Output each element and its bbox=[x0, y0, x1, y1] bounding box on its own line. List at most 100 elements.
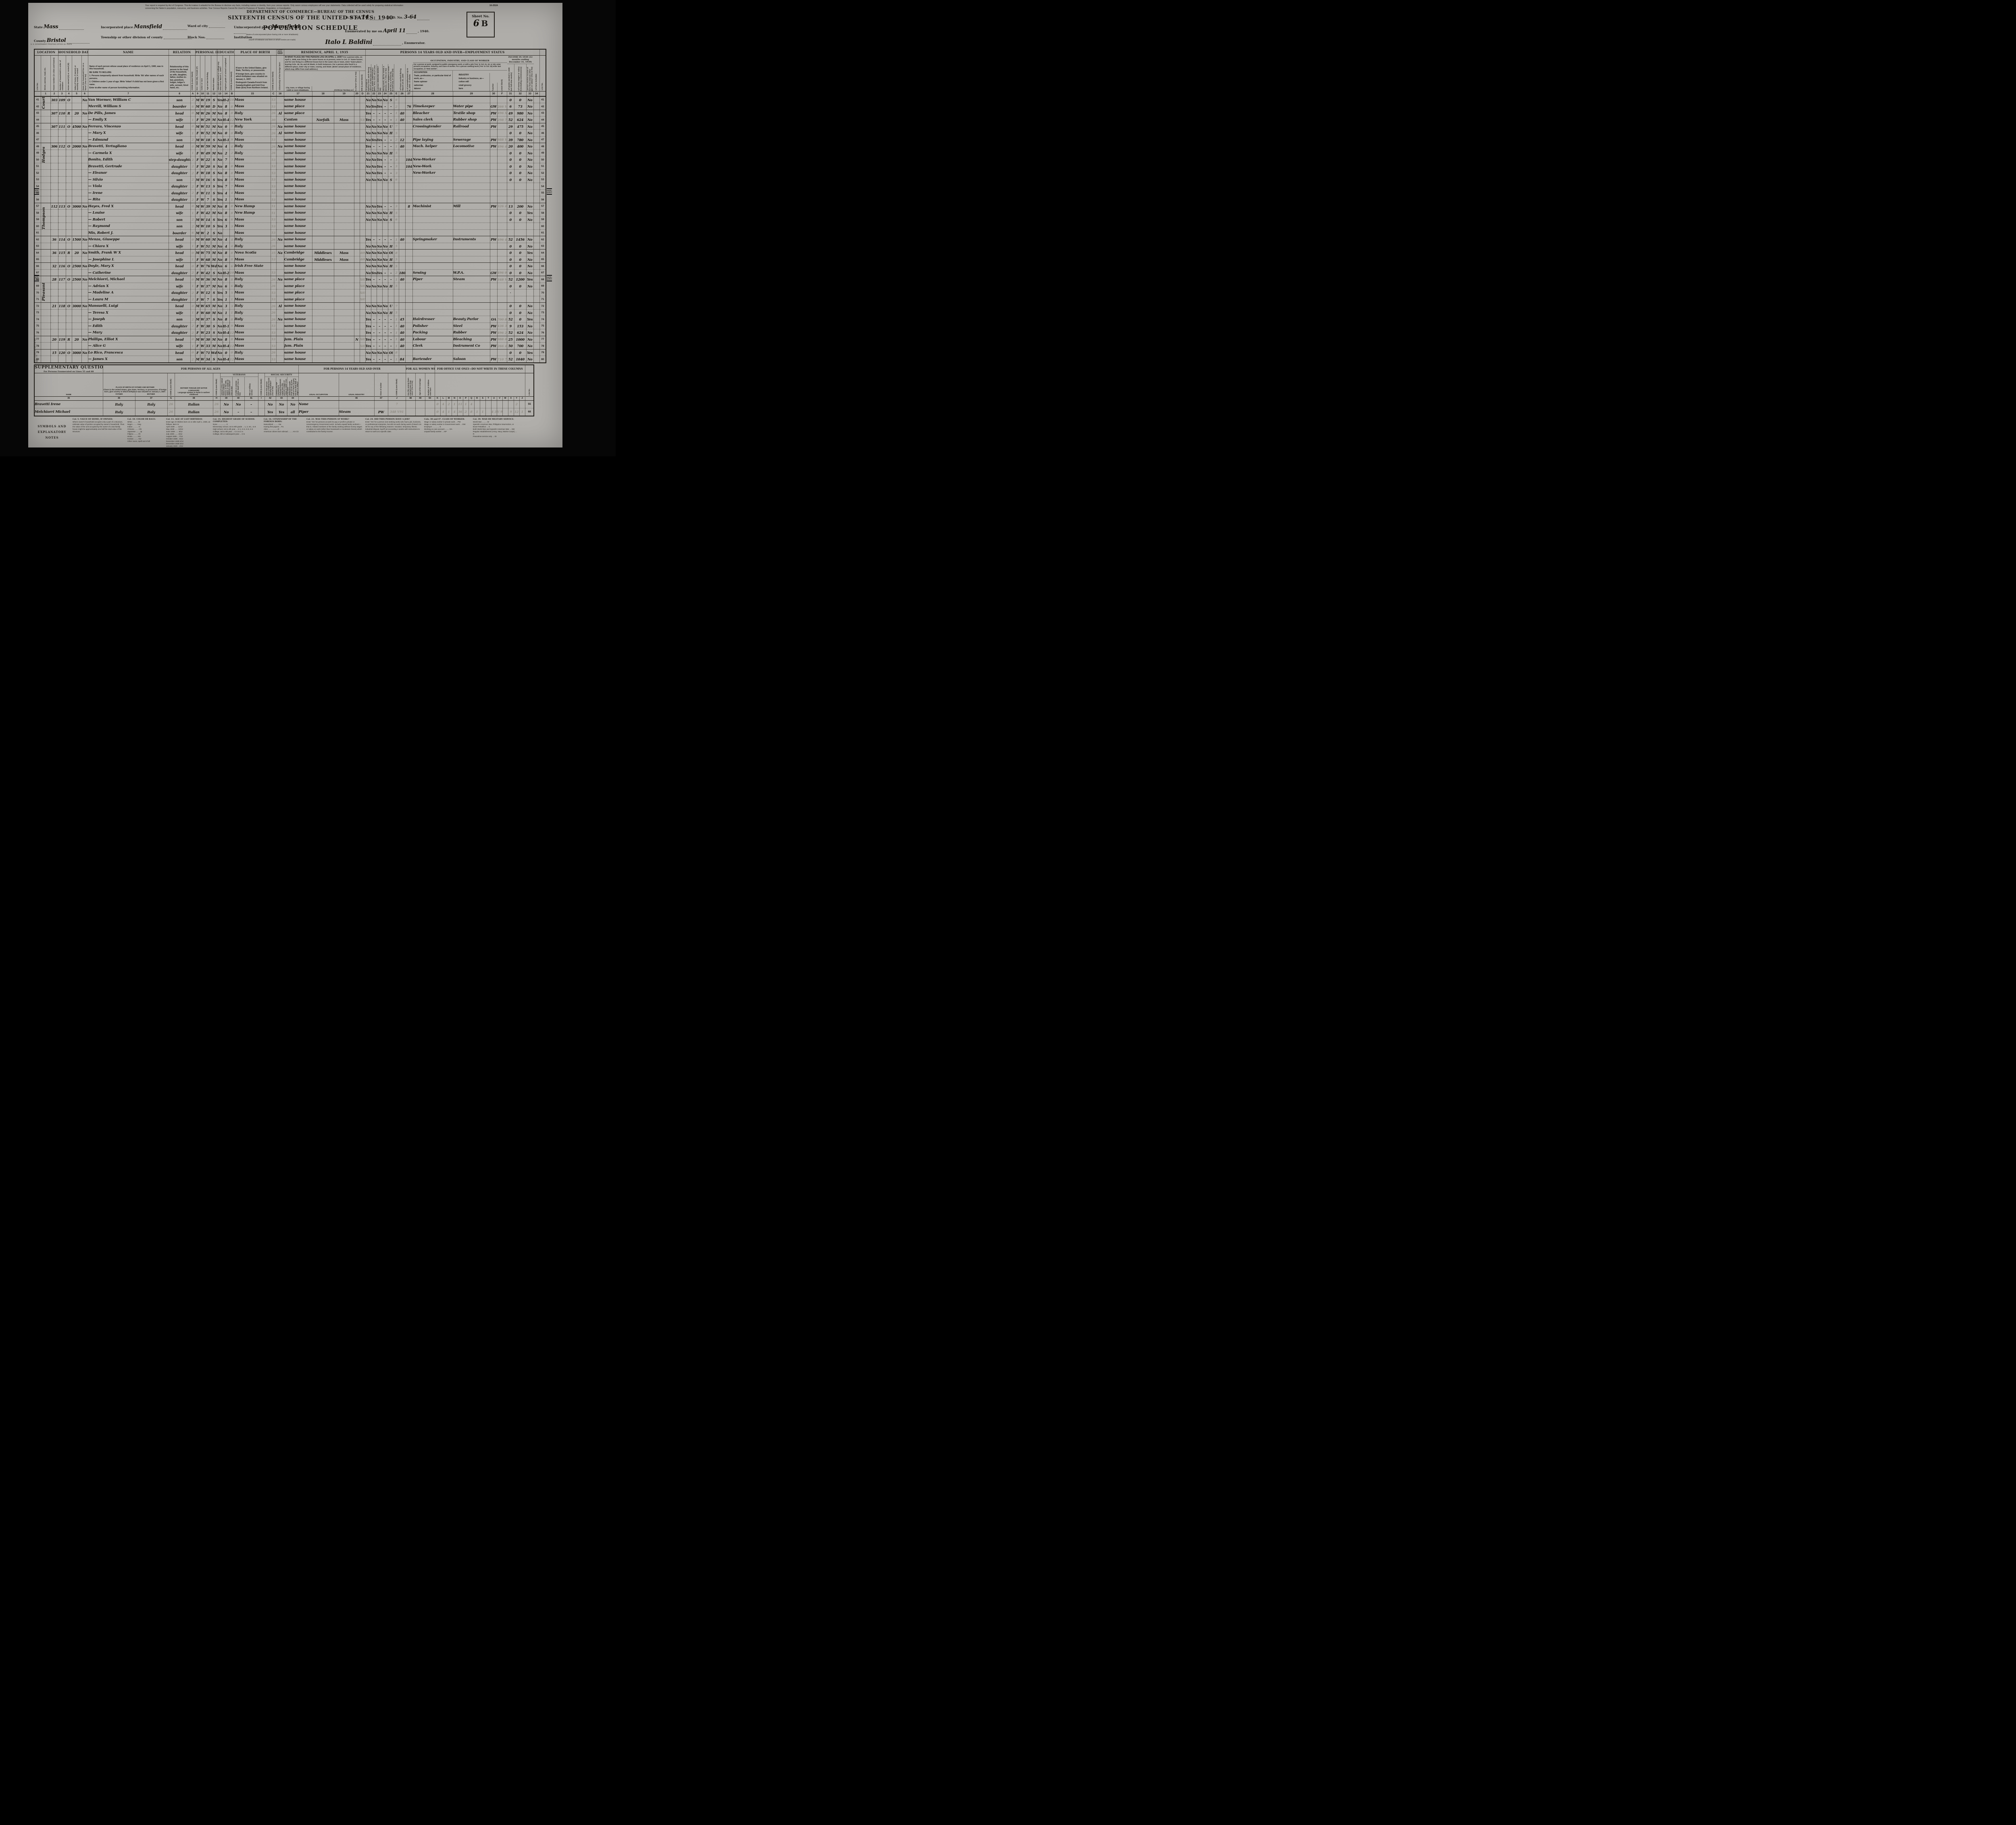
county-field: County Bristol bbox=[34, 37, 90, 44]
cell bbox=[276, 196, 284, 203]
cell bbox=[405, 150, 413, 157]
cell bbox=[312, 262, 334, 270]
cell: 59 bbox=[539, 216, 546, 223]
cell: Yes bbox=[217, 296, 223, 303]
cell: 14 bbox=[205, 216, 211, 223]
cell: 66 bbox=[539, 262, 546, 270]
cell: son bbox=[168, 356, 191, 363]
cell: – bbox=[382, 236, 388, 243]
cell bbox=[490, 189, 498, 197]
cell bbox=[497, 349, 507, 356]
column-group: RELATION bbox=[169, 49, 196, 56]
cell: 1 bbox=[394, 356, 399, 363]
cell bbox=[533, 156, 540, 163]
cell: daughter bbox=[168, 296, 191, 303]
cell: 36 bbox=[457, 408, 463, 416]
cell: 1 bbox=[394, 116, 399, 123]
cell: No bbox=[217, 342, 223, 350]
cell: No bbox=[382, 349, 388, 356]
cell: 2 bbox=[190, 356, 196, 363]
supplement-group bbox=[525, 364, 534, 373]
cell: 1 bbox=[229, 309, 235, 316]
cell: — Edmund bbox=[87, 136, 169, 144]
column-number: 3 bbox=[58, 91, 66, 97]
cell: 8 bbox=[223, 163, 230, 170]
person-row-line-52: 52— Eleanor daughter 2 F W 18 S No 8 8 Mass 53 same … bbox=[34, 169, 546, 177]
person-row-line-47: 47— Edmund son 2 M W 18 S No H-1 9 Mass 53 same hous… bbox=[34, 136, 546, 144]
column-label-house: House number (in cities and towns) bbox=[50, 55, 58, 92]
cell: No bbox=[81, 262, 88, 270]
cell: 6 bbox=[223, 262, 230, 270]
cell: 5 bbox=[229, 289, 235, 296]
cell bbox=[312, 336, 334, 343]
cell: Yes bbox=[217, 196, 223, 203]
cell: No bbox=[382, 129, 388, 137]
cell: W bbox=[200, 249, 205, 256]
cell: 76 bbox=[34, 329, 41, 336]
cell: same house bbox=[283, 163, 312, 170]
supplement-column-number: V bbox=[497, 396, 503, 401]
cell: Mass bbox=[234, 323, 271, 330]
column-number: 13 bbox=[217, 91, 223, 97]
cell: Cambridge bbox=[283, 256, 312, 263]
cell bbox=[50, 316, 58, 323]
cell bbox=[312, 189, 334, 197]
cell: Bartender bbox=[412, 356, 453, 363]
cell: No bbox=[217, 256, 223, 263]
cell: 266 421 bbox=[497, 342, 507, 350]
cell bbox=[50, 116, 58, 123]
column-label-tenure: Home owned (O) or rented (R) bbox=[66, 55, 72, 92]
cell: No bbox=[382, 283, 388, 290]
cell: 3 bbox=[394, 156, 399, 163]
cell: No bbox=[217, 156, 223, 163]
cell bbox=[50, 216, 58, 223]
cell: PW bbox=[490, 356, 498, 363]
cell bbox=[360, 136, 366, 144]
cell bbox=[72, 296, 82, 303]
cell bbox=[66, 176, 72, 183]
cell: – bbox=[388, 203, 394, 210]
cell bbox=[399, 262, 406, 270]
cell: 6 bbox=[229, 216, 235, 223]
cell bbox=[72, 329, 82, 336]
cell: 20 bbox=[72, 249, 82, 256]
column-group: EDUCATION bbox=[217, 49, 235, 56]
cell: Packing bbox=[412, 329, 453, 336]
cell: 50 bbox=[539, 156, 546, 163]
cell bbox=[533, 283, 540, 290]
cell: 8 bbox=[223, 316, 230, 323]
cell: 53 bbox=[271, 189, 277, 197]
cell: 8 bbox=[223, 249, 230, 256]
cell: 78 bbox=[34, 342, 41, 350]
supplement-group: FOR PERSONS 14 YEARS OLD AND OVER bbox=[298, 364, 406, 373]
cell: 26 bbox=[271, 349, 277, 356]
cell bbox=[276, 189, 284, 197]
cell bbox=[453, 163, 490, 170]
cell: head bbox=[168, 203, 191, 210]
cell bbox=[50, 163, 58, 170]
cell bbox=[66, 163, 72, 170]
cell: – bbox=[371, 356, 377, 363]
cell: 26 bbox=[271, 316, 277, 323]
cell: 0 bbox=[190, 336, 196, 343]
cell: 1 bbox=[223, 309, 230, 316]
cell: head bbox=[168, 123, 191, 130]
cell bbox=[399, 176, 406, 183]
column-number: 29 bbox=[453, 91, 490, 97]
cell bbox=[72, 176, 82, 183]
cell bbox=[41, 283, 51, 290]
cell bbox=[412, 309, 453, 316]
cell: Al bbox=[276, 302, 284, 310]
person-row-line-59: 59— Robert son 2 M W 14 S Yes 6 6 Mass 53 same house… bbox=[34, 216, 546, 223]
cell bbox=[334, 169, 354, 177]
supplement-column-label: SOCIAL SECURITY Does this person have a F… bbox=[264, 373, 299, 397]
cell: – bbox=[388, 163, 394, 170]
cell bbox=[334, 243, 354, 250]
cell: No bbox=[526, 96, 534, 104]
cell: 66 bbox=[34, 262, 41, 270]
cell bbox=[412, 229, 453, 237]
cell bbox=[405, 309, 413, 316]
cell bbox=[276, 262, 284, 270]
